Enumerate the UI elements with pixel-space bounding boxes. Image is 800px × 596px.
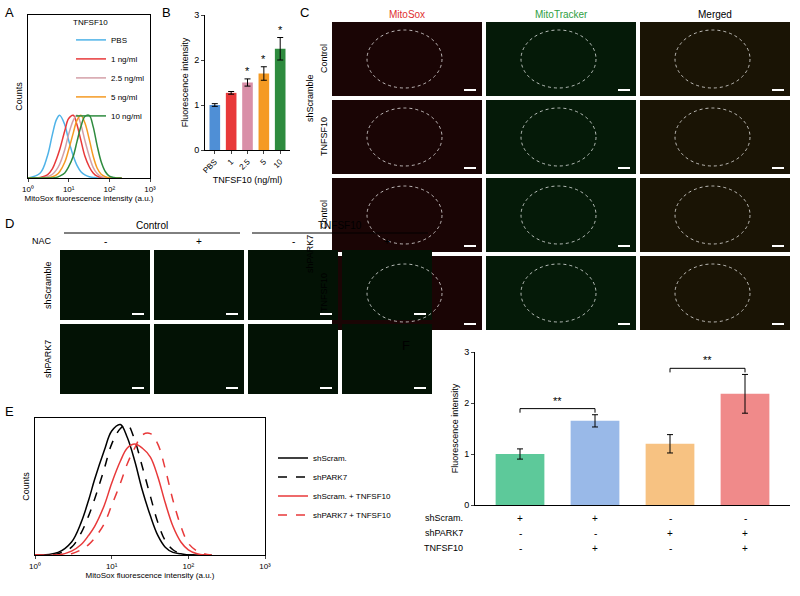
svg-text:1: 1 — [464, 449, 469, 459]
svg-text:-: - — [519, 543, 522, 554]
svg-text:-: - — [519, 528, 522, 539]
svg-text:10⁰: 10⁰ — [29, 562, 41, 571]
svg-text:3: 3 — [194, 10, 199, 20]
svg-text:PBS: PBS — [111, 36, 127, 45]
svg-text:2.5: 2.5 — [238, 157, 253, 172]
svg-text:10⁰: 10⁰ — [22, 185, 34, 194]
svg-text:0: 0 — [464, 500, 469, 510]
svg-text:-: - — [292, 236, 295, 247]
svg-text:Fluorescence intensity: Fluorescence intensity — [450, 383, 460, 473]
svg-text:-: - — [669, 513, 672, 524]
svg-text:PBS: PBS — [201, 157, 219, 175]
svg-text:2: 2 — [464, 398, 469, 408]
svg-text:MitoSox fluorescence intensity: MitoSox fluorescence intensity (a.u.) — [25, 194, 154, 203]
svg-text:Merged: Merged — [698, 9, 732, 20]
svg-text:**: ** — [703, 354, 712, 366]
svg-text:shPARK7: shPARK7 — [313, 473, 348, 482]
svg-text:+: + — [592, 543, 598, 554]
svg-text:TNFSF10: TNFSF10 — [319, 273, 329, 312]
svg-text:Control: Control — [319, 200, 329, 229]
svg-text:10²: 10² — [183, 562, 195, 571]
svg-text:MitoTracker: MitoTracker — [535, 9, 588, 20]
svg-text:shScram.: shScram. — [313, 454, 347, 463]
svg-text:E: E — [5, 404, 14, 419]
svg-text:-: - — [669, 543, 672, 554]
svg-text:2.5 ng/ml: 2.5 ng/ml — [111, 74, 144, 83]
svg-text:+: + — [742, 543, 748, 554]
svg-text:3: 3 — [464, 347, 469, 357]
svg-text:*: * — [261, 53, 266, 65]
svg-text:+: + — [742, 528, 748, 539]
svg-text:+: + — [592, 513, 598, 524]
svg-text:1 ng/ml: 1 ng/ml — [111, 55, 137, 64]
svg-text:D: D — [5, 216, 14, 231]
svg-text:shPARK7 + TNFSF10: shPARK7 + TNFSF10 — [313, 511, 391, 520]
svg-text:shScram.: shScram. — [425, 513, 463, 523]
svg-text:shPARK7: shPARK7 — [305, 235, 315, 273]
svg-text:shScramble: shScramble — [305, 74, 315, 122]
svg-text:Control: Control — [136, 220, 168, 231]
svg-text:+: + — [517, 513, 523, 524]
svg-text:10³: 10³ — [259, 562, 271, 571]
svg-text:10¹: 10¹ — [63, 185, 75, 194]
svg-text:shScramble: shScramble — [43, 261, 53, 309]
svg-text:Counts: Counts — [21, 472, 31, 501]
svg-text:-: - — [744, 513, 747, 524]
svg-text:MitoSox: MitoSox — [389, 9, 425, 20]
svg-text:F: F — [402, 338, 410, 353]
svg-text:0: 0 — [194, 145, 199, 155]
svg-text:TNFSF10 (ng/ml): TNFSF10 (ng/ml) — [213, 175, 283, 185]
svg-text:5: 5 — [259, 157, 269, 167]
svg-text:10¹: 10¹ — [106, 562, 118, 571]
svg-text:shScram. + TNFSF10: shScram. + TNFSF10 — [313, 492, 391, 501]
svg-text:1: 1 — [226, 157, 236, 167]
svg-text:10³: 10³ — [144, 185, 156, 194]
svg-text:10: 10 — [272, 157, 285, 170]
svg-text:B: B — [162, 5, 171, 20]
svg-text:10 ng/ml: 10 ng/ml — [111, 112, 142, 121]
svg-text:+: + — [384, 236, 390, 247]
svg-text:+: + — [196, 236, 202, 247]
svg-text:C: C — [300, 5, 309, 20]
svg-text:1: 1 — [194, 100, 199, 110]
svg-text:Fluorescence intensity: Fluorescence intensity — [180, 37, 190, 127]
svg-text:-: - — [594, 528, 597, 539]
svg-text:Counts: Counts — [14, 82, 24, 111]
svg-text:TNFSF10: TNFSF10 — [319, 117, 329, 156]
svg-text:shPARK7: shPARK7 — [43, 340, 53, 378]
svg-text:NAC: NAC — [32, 236, 52, 246]
svg-text:-: - — [104, 236, 107, 247]
svg-text:shPARK7: shPARK7 — [425, 528, 463, 538]
svg-text:Control: Control — [319, 44, 329, 73]
svg-text:TNFSF10: TNFSF10 — [424, 543, 463, 553]
svg-text:5 ng/ml: 5 ng/ml — [111, 93, 137, 102]
svg-text:**: ** — [553, 395, 562, 407]
svg-text:A: A — [5, 5, 14, 20]
svg-text:2: 2 — [194, 55, 199, 65]
svg-text:*: * — [245, 65, 250, 77]
svg-text:*: * — [278, 24, 283, 36]
svg-text:10²: 10² — [104, 185, 116, 194]
svg-text:TNFSF10: TNFSF10 — [73, 18, 108, 27]
svg-text:MitoSox fluorescence intensity: MitoSox fluorescence intensity (a.u.) — [86, 571, 215, 580]
svg-text:+: + — [667, 528, 673, 539]
svg-text:TNFSF10: TNFSF10 — [318, 220, 362, 231]
